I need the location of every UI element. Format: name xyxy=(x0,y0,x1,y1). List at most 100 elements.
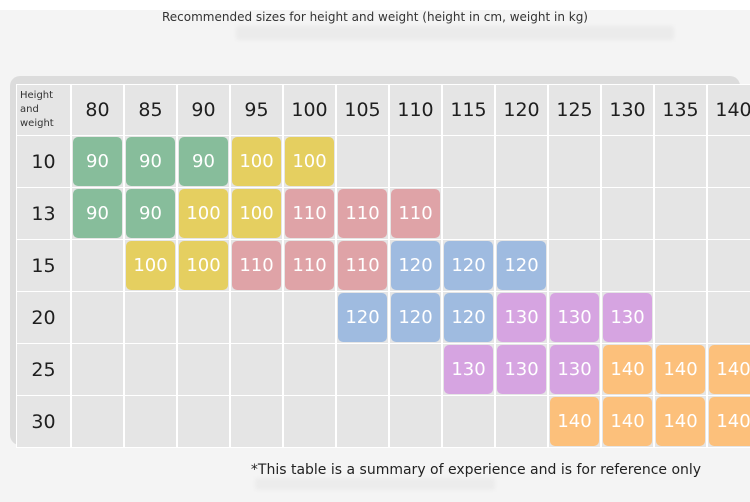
table-cell xyxy=(655,240,706,291)
table-cell: 140 xyxy=(655,344,706,395)
size-tile: 120 xyxy=(391,293,440,342)
table-cell: 100 xyxy=(125,240,176,291)
table-cell: 140 xyxy=(602,344,653,395)
table-cell: 110 xyxy=(284,240,335,291)
size-tile: 90 xyxy=(73,137,122,186)
table-cell xyxy=(72,396,123,447)
table-cell: 90 xyxy=(125,188,176,239)
height-header: 125 xyxy=(549,85,600,135)
table-cell: 110 xyxy=(337,240,388,291)
height-header: 140 xyxy=(708,85,750,135)
table-cell xyxy=(125,344,176,395)
corner-header-line: Height xyxy=(20,90,54,101)
size-tile: 120 xyxy=(444,293,493,342)
height-header: 115 xyxy=(443,85,494,135)
size-tile: 110 xyxy=(338,189,387,238)
table-cell: 100 xyxy=(178,188,229,239)
size-tile: 140 xyxy=(656,397,705,446)
height-header: 95 xyxy=(231,85,282,135)
table-cell xyxy=(602,240,653,291)
table-cell xyxy=(231,344,282,395)
table-cell xyxy=(337,136,388,187)
table-cell: 110 xyxy=(390,188,441,239)
table-cell xyxy=(549,240,600,291)
size-tile: 100 xyxy=(232,137,281,186)
table-cell xyxy=(602,136,653,187)
size-tile: 140 xyxy=(709,397,750,446)
table-cell xyxy=(708,188,750,239)
table-cell xyxy=(337,344,388,395)
size-tile: 90 xyxy=(126,189,175,238)
table-cell xyxy=(231,292,282,343)
table-cell xyxy=(178,396,229,447)
weight-header: 20 xyxy=(17,292,70,343)
table-cell: 120 xyxy=(443,292,494,343)
table-cell xyxy=(655,292,706,343)
size-tile: 100 xyxy=(285,137,334,186)
table-cell xyxy=(443,188,494,239)
size-tile: 110 xyxy=(285,189,334,238)
height-header: 85 xyxy=(125,85,176,135)
footnote-shadow xyxy=(255,478,495,490)
size-tile: 130 xyxy=(444,345,493,394)
size-tile: 130 xyxy=(497,293,546,342)
table-cell: 110 xyxy=(337,188,388,239)
size-tile: 120 xyxy=(391,241,440,290)
title-shadow xyxy=(236,26,674,40)
table-cell xyxy=(390,344,441,395)
table-cell xyxy=(125,396,176,447)
size-tile: 120 xyxy=(497,241,546,290)
size-tile: 140 xyxy=(709,345,750,394)
table-cell xyxy=(125,292,176,343)
height-header: 100 xyxy=(284,85,335,135)
table-cell xyxy=(72,240,123,291)
size-tile: 140 xyxy=(603,345,652,394)
size-tile: 130 xyxy=(550,345,599,394)
table-cell: 120 xyxy=(496,240,547,291)
size-tile: 110 xyxy=(338,241,387,290)
height-header: 135 xyxy=(655,85,706,135)
corner-header: Height and weight xyxy=(17,85,70,135)
size-tile: 130 xyxy=(603,293,652,342)
table-cell xyxy=(443,136,494,187)
table-cell: 100 xyxy=(178,240,229,291)
table-cell xyxy=(72,292,123,343)
weight-header: 13 xyxy=(17,188,70,239)
size-tile: 90 xyxy=(73,189,122,238)
table-cell xyxy=(337,396,388,447)
table-cell: 130 xyxy=(549,344,600,395)
table-cell: 120 xyxy=(390,240,441,291)
table-cell: 130 xyxy=(602,292,653,343)
table-cell: 140 xyxy=(708,396,750,447)
table-cell xyxy=(708,136,750,187)
table-cell xyxy=(655,136,706,187)
table-cell xyxy=(496,136,547,187)
size-tile: 100 xyxy=(126,241,175,290)
size-tile: 110 xyxy=(285,241,334,290)
table-cell xyxy=(178,292,229,343)
weight-header: 15 xyxy=(17,240,70,291)
table-cell: 90 xyxy=(72,188,123,239)
size-tile: 120 xyxy=(444,241,493,290)
table-cell xyxy=(496,188,547,239)
table-cell xyxy=(549,136,600,187)
table-cell xyxy=(390,396,441,447)
size-tile: 100 xyxy=(179,241,228,290)
size-tile: 140 xyxy=(550,397,599,446)
height-header: 120 xyxy=(496,85,547,135)
height-header: 105 xyxy=(337,85,388,135)
size-tile: 90 xyxy=(179,137,228,186)
page-title: Recommended sizes for height and weight … xyxy=(162,10,588,24)
table-cell: 90 xyxy=(125,136,176,187)
table-cell: 100 xyxy=(284,136,335,187)
table-cell: 120 xyxy=(390,292,441,343)
table-cell: 110 xyxy=(231,240,282,291)
table-cell xyxy=(231,396,282,447)
table-cell: 100 xyxy=(231,136,282,187)
corner-header-line: weight xyxy=(20,118,54,129)
size-tile: 130 xyxy=(550,293,599,342)
size-tile: 130 xyxy=(497,345,546,394)
table-cell: 120 xyxy=(443,240,494,291)
table-cell xyxy=(284,292,335,343)
table-cell xyxy=(178,344,229,395)
